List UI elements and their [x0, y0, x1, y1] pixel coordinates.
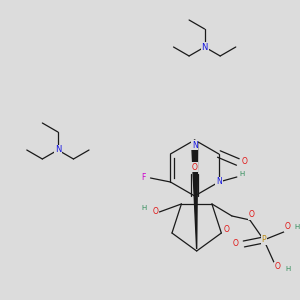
Text: O: O — [224, 224, 229, 233]
Text: H: H — [142, 205, 147, 211]
Text: P: P — [262, 236, 266, 244]
Polygon shape — [192, 142, 198, 249]
Text: H: H — [294, 224, 299, 230]
Text: N: N — [55, 146, 61, 154]
Text: O: O — [275, 262, 281, 272]
Text: O: O — [233, 239, 239, 248]
Text: N: N — [216, 178, 222, 187]
Text: O: O — [242, 158, 248, 166]
Text: O: O — [192, 163, 198, 172]
Text: N: N — [192, 140, 197, 149]
Text: F: F — [141, 173, 146, 182]
Text: N: N — [202, 43, 208, 52]
Text: H: H — [285, 266, 290, 272]
Text: O: O — [249, 211, 255, 220]
Text: O: O — [152, 208, 158, 217]
Text: O: O — [285, 223, 291, 232]
Text: H: H — [239, 171, 244, 177]
